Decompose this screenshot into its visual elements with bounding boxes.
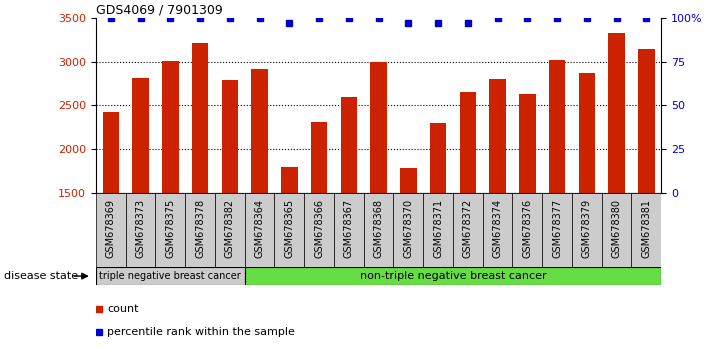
Text: GSM678379: GSM678379: [582, 199, 592, 258]
Text: GDS4069 / 7901309: GDS4069 / 7901309: [96, 4, 223, 17]
Bar: [370, 62, 387, 193]
Text: GSM678378: GSM678378: [195, 199, 205, 258]
Text: GSM678365: GSM678365: [284, 199, 294, 258]
Bar: [96, 267, 245, 285]
Bar: [549, 60, 565, 193]
Bar: [483, 193, 513, 267]
Text: GSM678375: GSM678375: [166, 199, 176, 258]
Bar: [156, 193, 186, 267]
Text: GSM678380: GSM678380: [611, 199, 621, 258]
Text: GSM678382: GSM678382: [225, 199, 235, 258]
Text: GSM678376: GSM678376: [523, 199, 533, 258]
Bar: [513, 193, 542, 267]
Text: GSM678369: GSM678369: [106, 199, 116, 258]
Text: GSM678364: GSM678364: [255, 199, 264, 258]
Bar: [96, 193, 126, 267]
Text: percentile rank within the sample: percentile rank within the sample: [107, 327, 295, 337]
Bar: [341, 97, 357, 193]
Bar: [430, 123, 447, 193]
Bar: [400, 167, 417, 193]
Bar: [631, 193, 661, 267]
Bar: [132, 78, 149, 193]
Bar: [453, 193, 483, 267]
Text: GSM678373: GSM678373: [136, 199, 146, 258]
Bar: [162, 61, 178, 193]
Text: GSM678368: GSM678368: [373, 199, 384, 258]
Bar: [334, 193, 364, 267]
Bar: [364, 193, 393, 267]
Bar: [609, 33, 625, 193]
Bar: [274, 193, 304, 267]
Bar: [393, 193, 423, 267]
Bar: [192, 43, 208, 193]
Bar: [245, 267, 661, 285]
Bar: [460, 92, 476, 193]
Bar: [281, 167, 297, 193]
Text: disease state: disease state: [4, 271, 77, 281]
Bar: [311, 122, 327, 193]
Bar: [489, 79, 506, 193]
Bar: [602, 193, 631, 267]
Bar: [252, 69, 268, 193]
Text: GSM678367: GSM678367: [344, 199, 354, 258]
Text: GSM678371: GSM678371: [433, 199, 443, 258]
Bar: [423, 193, 453, 267]
Bar: [572, 193, 602, 267]
Bar: [304, 193, 334, 267]
Text: GSM678372: GSM678372: [463, 199, 473, 258]
Bar: [245, 193, 274, 267]
Bar: [519, 94, 535, 193]
Text: non-triple negative breast cancer: non-triple negative breast cancer: [360, 271, 546, 281]
Bar: [542, 193, 572, 267]
Bar: [638, 49, 655, 193]
Bar: [102, 112, 119, 193]
Text: GSM678374: GSM678374: [493, 199, 503, 258]
Bar: [579, 73, 595, 193]
Text: GSM678370: GSM678370: [403, 199, 413, 258]
Bar: [215, 193, 245, 267]
Text: GSM678381: GSM678381: [641, 199, 651, 258]
Text: GSM678377: GSM678377: [552, 199, 562, 258]
Bar: [222, 80, 238, 193]
Text: triple negative breast cancer: triple negative breast cancer: [100, 271, 241, 281]
Text: count: count: [107, 304, 139, 314]
Bar: [186, 193, 215, 267]
Bar: [126, 193, 156, 267]
Text: GSM678366: GSM678366: [314, 199, 324, 258]
